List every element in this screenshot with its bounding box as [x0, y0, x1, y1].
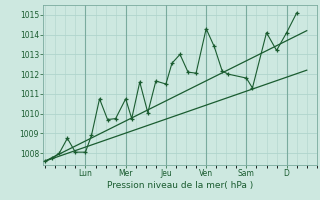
X-axis label: Pression niveau de la mer( hPa ): Pression niveau de la mer( hPa )	[107, 181, 253, 190]
